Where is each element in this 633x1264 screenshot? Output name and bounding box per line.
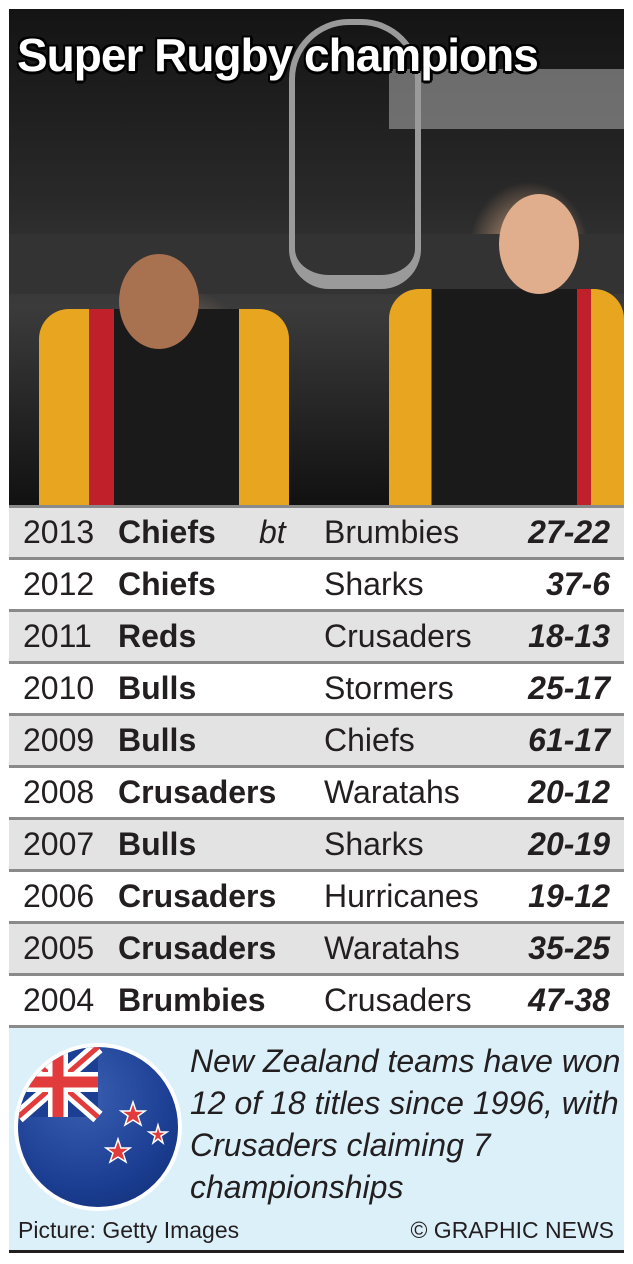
table-row: 2008 Crusaders Waratahs 20-12: [9, 765, 624, 817]
opponent-cell: Hurricanes: [324, 878, 479, 914]
winner-cell: Crusaders: [118, 930, 277, 966]
year-cell: 2008: [23, 774, 95, 810]
table-row: 2004 Brumbies Crusaders 47-38: [9, 973, 624, 1025]
table-row: 2006 Crusaders Hurricanes 19-12: [9, 869, 624, 921]
title-text: Super Rugby champions: [17, 29, 539, 81]
player-right-head: [499, 194, 579, 294]
photo-banner: [389, 69, 624, 129]
winner-cell: Bulls: [118, 722, 197, 758]
opponent-cell: Sharks: [324, 826, 424, 862]
score-cell: 25-17: [528, 670, 610, 706]
winner-cell: Bulls: [118, 826, 197, 862]
opponent-cell: Brumbies: [324, 514, 460, 550]
photo-credit: Picture: Getty Images: [18, 1217, 240, 1243]
winner-cell: Crusaders: [118, 774, 277, 810]
table-row: 2011 Reds Crusaders 18-13: [9, 609, 624, 661]
opponent-cell: Sharks: [324, 566, 424, 602]
year-cell: 2011: [23, 618, 92, 654]
winner-cell: Brumbies: [118, 982, 266, 1018]
score-cell: 35-25: [528, 930, 610, 966]
opponent-cell: Waratahs: [324, 774, 460, 810]
year-cell: 2009: [23, 722, 95, 758]
player-left-head: [119, 254, 199, 349]
table-row: 2013 Chiefs Brumbies 27-22 bt: [9, 505, 624, 557]
year-cell: 2004: [23, 982, 95, 1018]
flag-stars: [103, 1099, 173, 1207]
trophy-shape: [289, 19, 421, 289]
year-cell: 2007: [23, 826, 95, 862]
winner-cell: Chiefs: [118, 566, 216, 602]
winner-cell: Bulls: [118, 670, 197, 706]
copyright: © GRAPHIC NEWS: [410, 1217, 614, 1243]
opponent-cell: Chiefs: [324, 722, 415, 758]
winner-cell: Chiefs: [118, 514, 216, 550]
score-cell: 19-12: [528, 878, 610, 914]
trophy-photo: Super Rugby champions: [9, 9, 624, 505]
score-cell: 61-17: [528, 722, 610, 758]
new-zealand-flag-icon: [14, 1043, 182, 1211]
note-box: New Zealand teams have won 12 of 18 titl…: [9, 1025, 624, 1253]
table-row: 2005 Crusaders Waratahs 35-25: [9, 921, 624, 973]
score-cell: 20-12: [528, 774, 610, 810]
year-cell: 2013: [23, 514, 95, 550]
table-row: 2010 Bulls Stormers 25-17: [9, 661, 624, 713]
score-cell: 37-6: [545, 566, 610, 602]
score-cell: 18-13: [528, 618, 610, 654]
year-cell: 2005: [23, 930, 95, 966]
table-row: 2009 Bulls Chiefs 61-17: [9, 713, 624, 765]
page-title: Super Rugby champions: [17, 29, 539, 81]
opponent-cell: Stormers: [324, 670, 454, 706]
score-cell: 47-38: [528, 982, 610, 1018]
beat-label: bt: [259, 514, 286, 550]
year-cell: 2006: [23, 878, 95, 914]
year-cell: 2010: [23, 670, 95, 706]
score-cell: 27-22: [528, 514, 610, 550]
year-cell: 2012: [23, 566, 95, 602]
infographic: Super Rugby champions 2013 Chiefs Brumbies…: [9, 9, 624, 1253]
winner-cell: Reds: [118, 618, 197, 654]
table-row: 2012 Chiefs Sharks 37-6: [9, 557, 624, 609]
table-row: 2007 Bulls Sharks 20-19: [9, 817, 624, 869]
opponent-cell: Crusaders: [324, 982, 472, 1018]
opponent-cell: Waratahs: [324, 930, 460, 966]
score-cell: 20-19: [528, 826, 610, 862]
opponent-cell: Crusaders: [324, 618, 472, 654]
summary-note: New Zealand teams have won 12 of 18 titl…: [190, 1043, 621, 1205]
winner-cell: Crusaders: [118, 878, 277, 914]
union-jack: [18, 1047, 103, 1123]
champions-table: 2013 Chiefs Brumbies 27-22 bt 2012 Chiefs Shark…: [9, 505, 624, 1025]
player-right: [389, 289, 624, 505]
